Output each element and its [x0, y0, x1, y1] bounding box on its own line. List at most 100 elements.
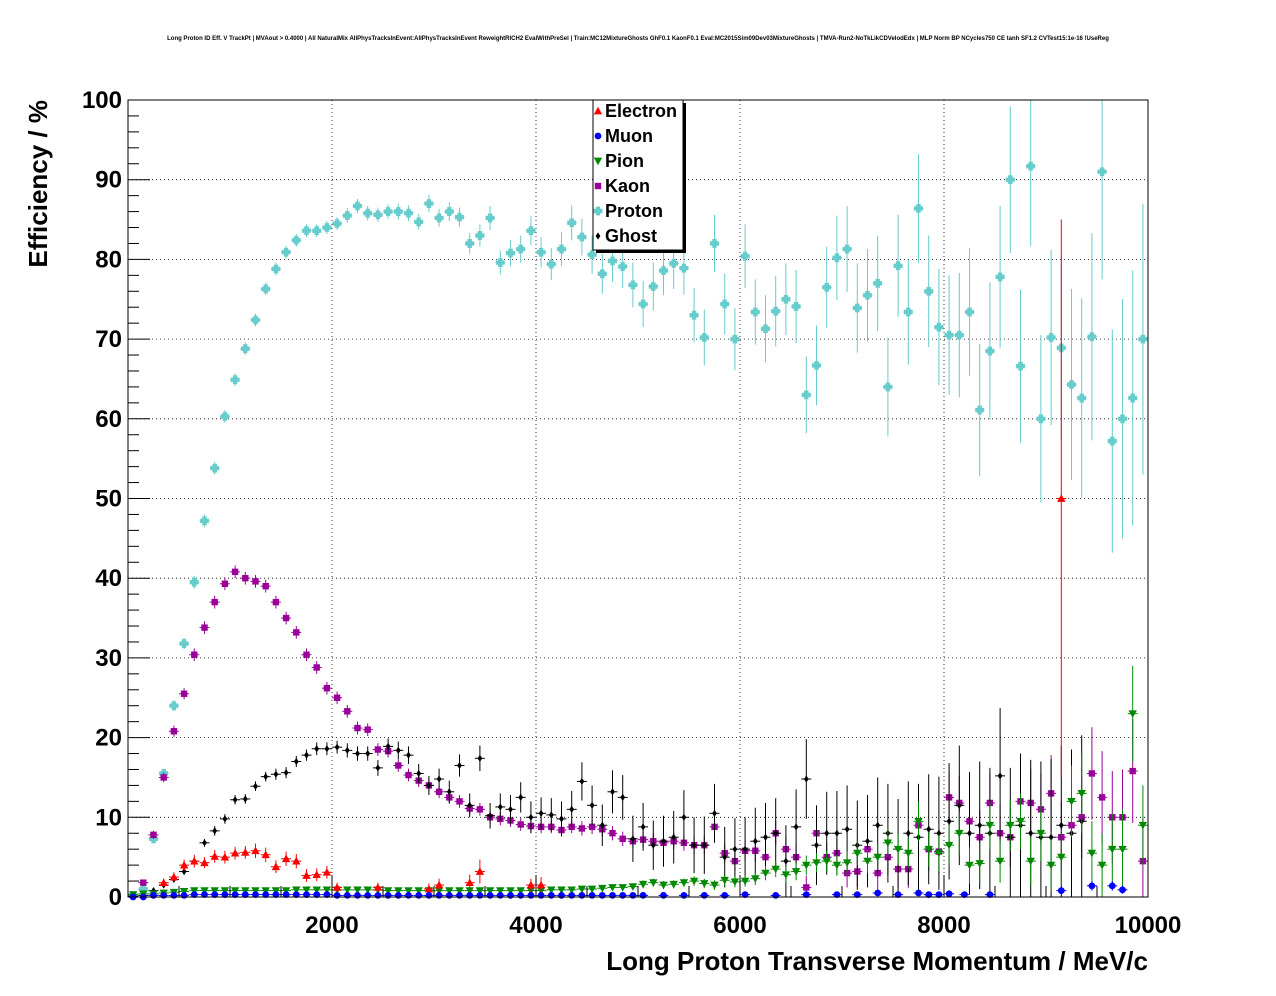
data-point — [964, 846, 975, 884]
data-point — [1127, 270, 1138, 526]
data-marker — [251, 887, 260, 895]
data-point — [281, 611, 292, 625]
data-marker — [496, 887, 505, 895]
data-point — [627, 883, 638, 891]
data-marker — [322, 868, 332, 876]
data-point — [311, 661, 322, 674]
data-point — [1127, 665, 1138, 762]
data-marker — [699, 333, 709, 342]
data-marker — [1087, 849, 1097, 858]
data-point — [230, 794, 241, 805]
data-marker — [1036, 829, 1046, 838]
data-point — [699, 309, 710, 366]
data-marker — [620, 793, 626, 801]
data-point — [179, 637, 190, 650]
data-point — [536, 877, 547, 894]
data-marker — [455, 212, 464, 222]
data-point — [576, 762, 587, 801]
data-marker — [455, 887, 464, 895]
data-marker — [436, 775, 442, 783]
data-marker — [700, 892, 708, 899]
data-marker — [1138, 334, 1148, 344]
data-marker — [822, 282, 832, 292]
data-marker — [486, 892, 494, 899]
data-marker — [273, 770, 279, 778]
data-point — [362, 886, 373, 895]
data-point — [301, 224, 312, 238]
data-point — [607, 826, 618, 841]
data-marker — [936, 829, 942, 837]
data-marker — [200, 858, 209, 867]
data-point — [933, 776, 944, 890]
data-marker — [394, 892, 402, 899]
data-marker — [967, 829, 972, 837]
data-point — [862, 849, 873, 874]
data-point — [250, 891, 261, 899]
data-marker — [712, 809, 717, 817]
data-point — [597, 804, 608, 846]
data-point — [270, 891, 281, 899]
legend-entry-ghost: Ghost — [595, 226, 657, 246]
data-marker — [1087, 332, 1097, 342]
data-marker — [538, 809, 544, 817]
data-point — [831, 891, 842, 899]
data-marker — [241, 848, 250, 856]
data-marker — [303, 651, 310, 658]
y-tick-label: 100 — [82, 87, 122, 114]
data-marker — [496, 892, 504, 899]
data-marker — [526, 226, 536, 236]
data-marker — [649, 879, 658, 887]
data-point — [1137, 203, 1148, 475]
data-point — [597, 253, 608, 294]
data-point — [250, 313, 261, 327]
data-point — [230, 891, 241, 899]
data-point — [740, 891, 751, 899]
data-point — [607, 892, 618, 899]
data-marker — [802, 891, 810, 899]
data-marker — [619, 892, 627, 899]
data-point — [270, 262, 281, 276]
data-point — [546, 798, 557, 832]
data-marker — [201, 891, 208, 899]
data-point — [474, 859, 485, 884]
data-marker — [253, 782, 258, 790]
data-point — [352, 721, 363, 735]
data-marker — [476, 892, 484, 899]
data-marker — [669, 258, 679, 268]
data-marker — [751, 875, 760, 883]
data-marker — [230, 848, 240, 857]
data-point — [148, 830, 159, 839]
data-marker — [610, 788, 615, 796]
data-point — [342, 892, 353, 899]
data-point — [250, 843, 261, 858]
data-marker — [679, 263, 689, 273]
data-marker — [160, 892, 168, 899]
data-marker — [771, 306, 781, 316]
data-marker — [405, 892, 412, 899]
data-point — [179, 892, 190, 899]
data-marker — [986, 891, 994, 899]
data-marker — [373, 883, 383, 891]
data-marker — [914, 817, 923, 826]
data-marker — [354, 892, 361, 899]
series-pion — [128, 665, 1148, 899]
data-marker — [1118, 845, 1127, 854]
data-marker — [1028, 829, 1034, 837]
y-axis-title: Efficiency / % — [23, 100, 53, 268]
data-point — [209, 849, 220, 863]
data-point — [959, 891, 970, 899]
data-marker — [925, 891, 933, 899]
data-marker — [220, 852, 230, 861]
data-point — [434, 768, 445, 790]
data-marker — [875, 821, 881, 829]
data-point — [291, 886, 302, 895]
data-marker — [1057, 853, 1066, 862]
data-point — [240, 845, 251, 859]
data-point — [944, 890, 955, 898]
data-marker — [435, 892, 443, 899]
data-marker — [569, 805, 575, 813]
data-marker — [485, 887, 495, 895]
data-layer — [128, 100, 1148, 901]
data-point — [1056, 219, 1067, 778]
data-point — [372, 207, 383, 222]
